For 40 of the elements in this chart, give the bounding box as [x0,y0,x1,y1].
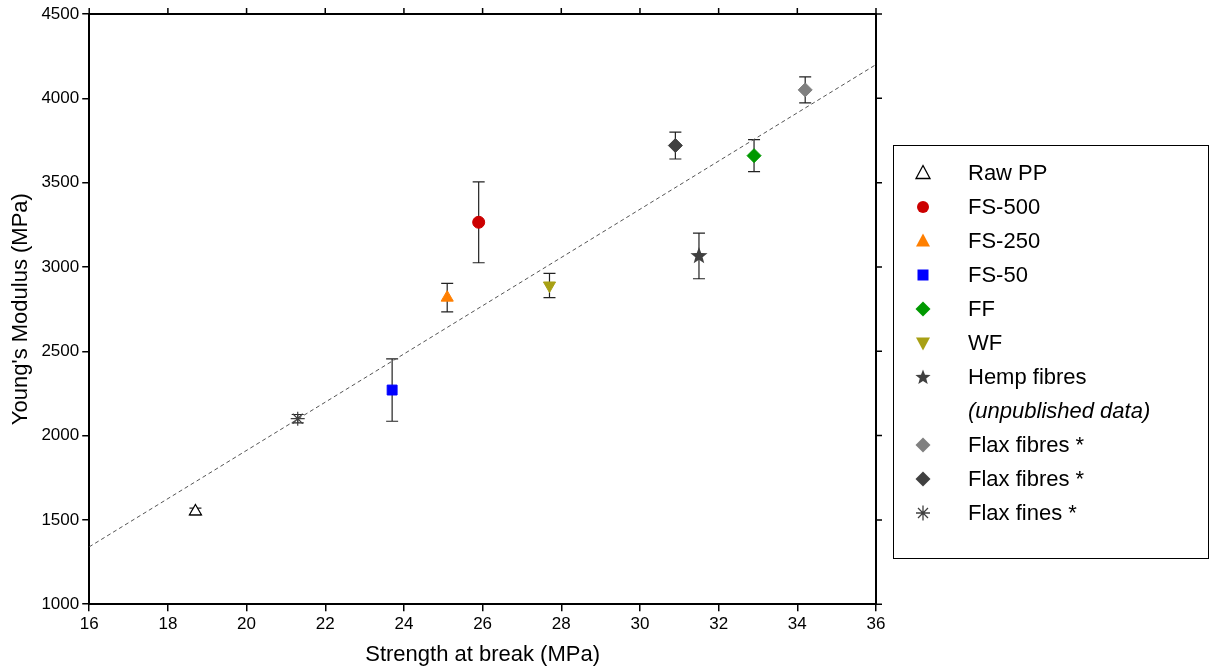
legend-label: Flax fibres * [968,465,1085,493]
y-tick-label: 3000 [41,256,80,276]
x-tick-label: 18 [158,614,178,634]
y-tick-label: 3500 [41,172,80,192]
legend-label: FF [968,295,995,323]
legend-label: Flax fibres * [968,431,1085,459]
point [746,148,762,164]
y-tick-label: 1500 [41,509,80,529]
y-tick-label: 4500 [41,3,80,23]
x-tick-label: 32 [709,614,729,634]
legend-label: FS-250 [968,227,1041,255]
y-tick-label: 2000 [41,425,80,445]
point [542,281,557,293]
x-tick-label: 26 [473,614,493,634]
y-tick-label: 1000 [41,593,80,613]
x-tick-label: 20 [237,614,257,634]
point [690,246,708,264]
point [386,384,398,396]
x-tick-label: 24 [394,614,414,634]
legend-label: FS-500 [968,193,1041,221]
legend-label: Flax fines * [968,499,1077,527]
x-tick-label: 30 [630,614,650,634]
legend-label: Raw PP [968,159,1048,187]
x-tick-label: 16 [79,614,99,634]
legend-label: FS-50 [968,261,1028,289]
point [188,503,203,516]
point [797,82,813,98]
y-tick-label: 2500 [41,340,80,360]
point [667,138,683,154]
x-tick-label: 28 [551,614,571,634]
x-tick-label: 22 [315,614,335,634]
y-tick-label: 4000 [41,88,80,107]
x-tick-label: 36 [866,614,886,634]
point [440,290,454,302]
x-tick-label: 34 [787,614,807,634]
y-axis-title: Young's Modulus (MPa) [7,193,33,426]
legend-label: WF [968,329,1003,357]
legend-label: Hemp fibres (unpublished data) [968,363,1151,425]
x-axis-title: Strength at break (MPa) [365,640,600,666]
point [472,215,486,229]
